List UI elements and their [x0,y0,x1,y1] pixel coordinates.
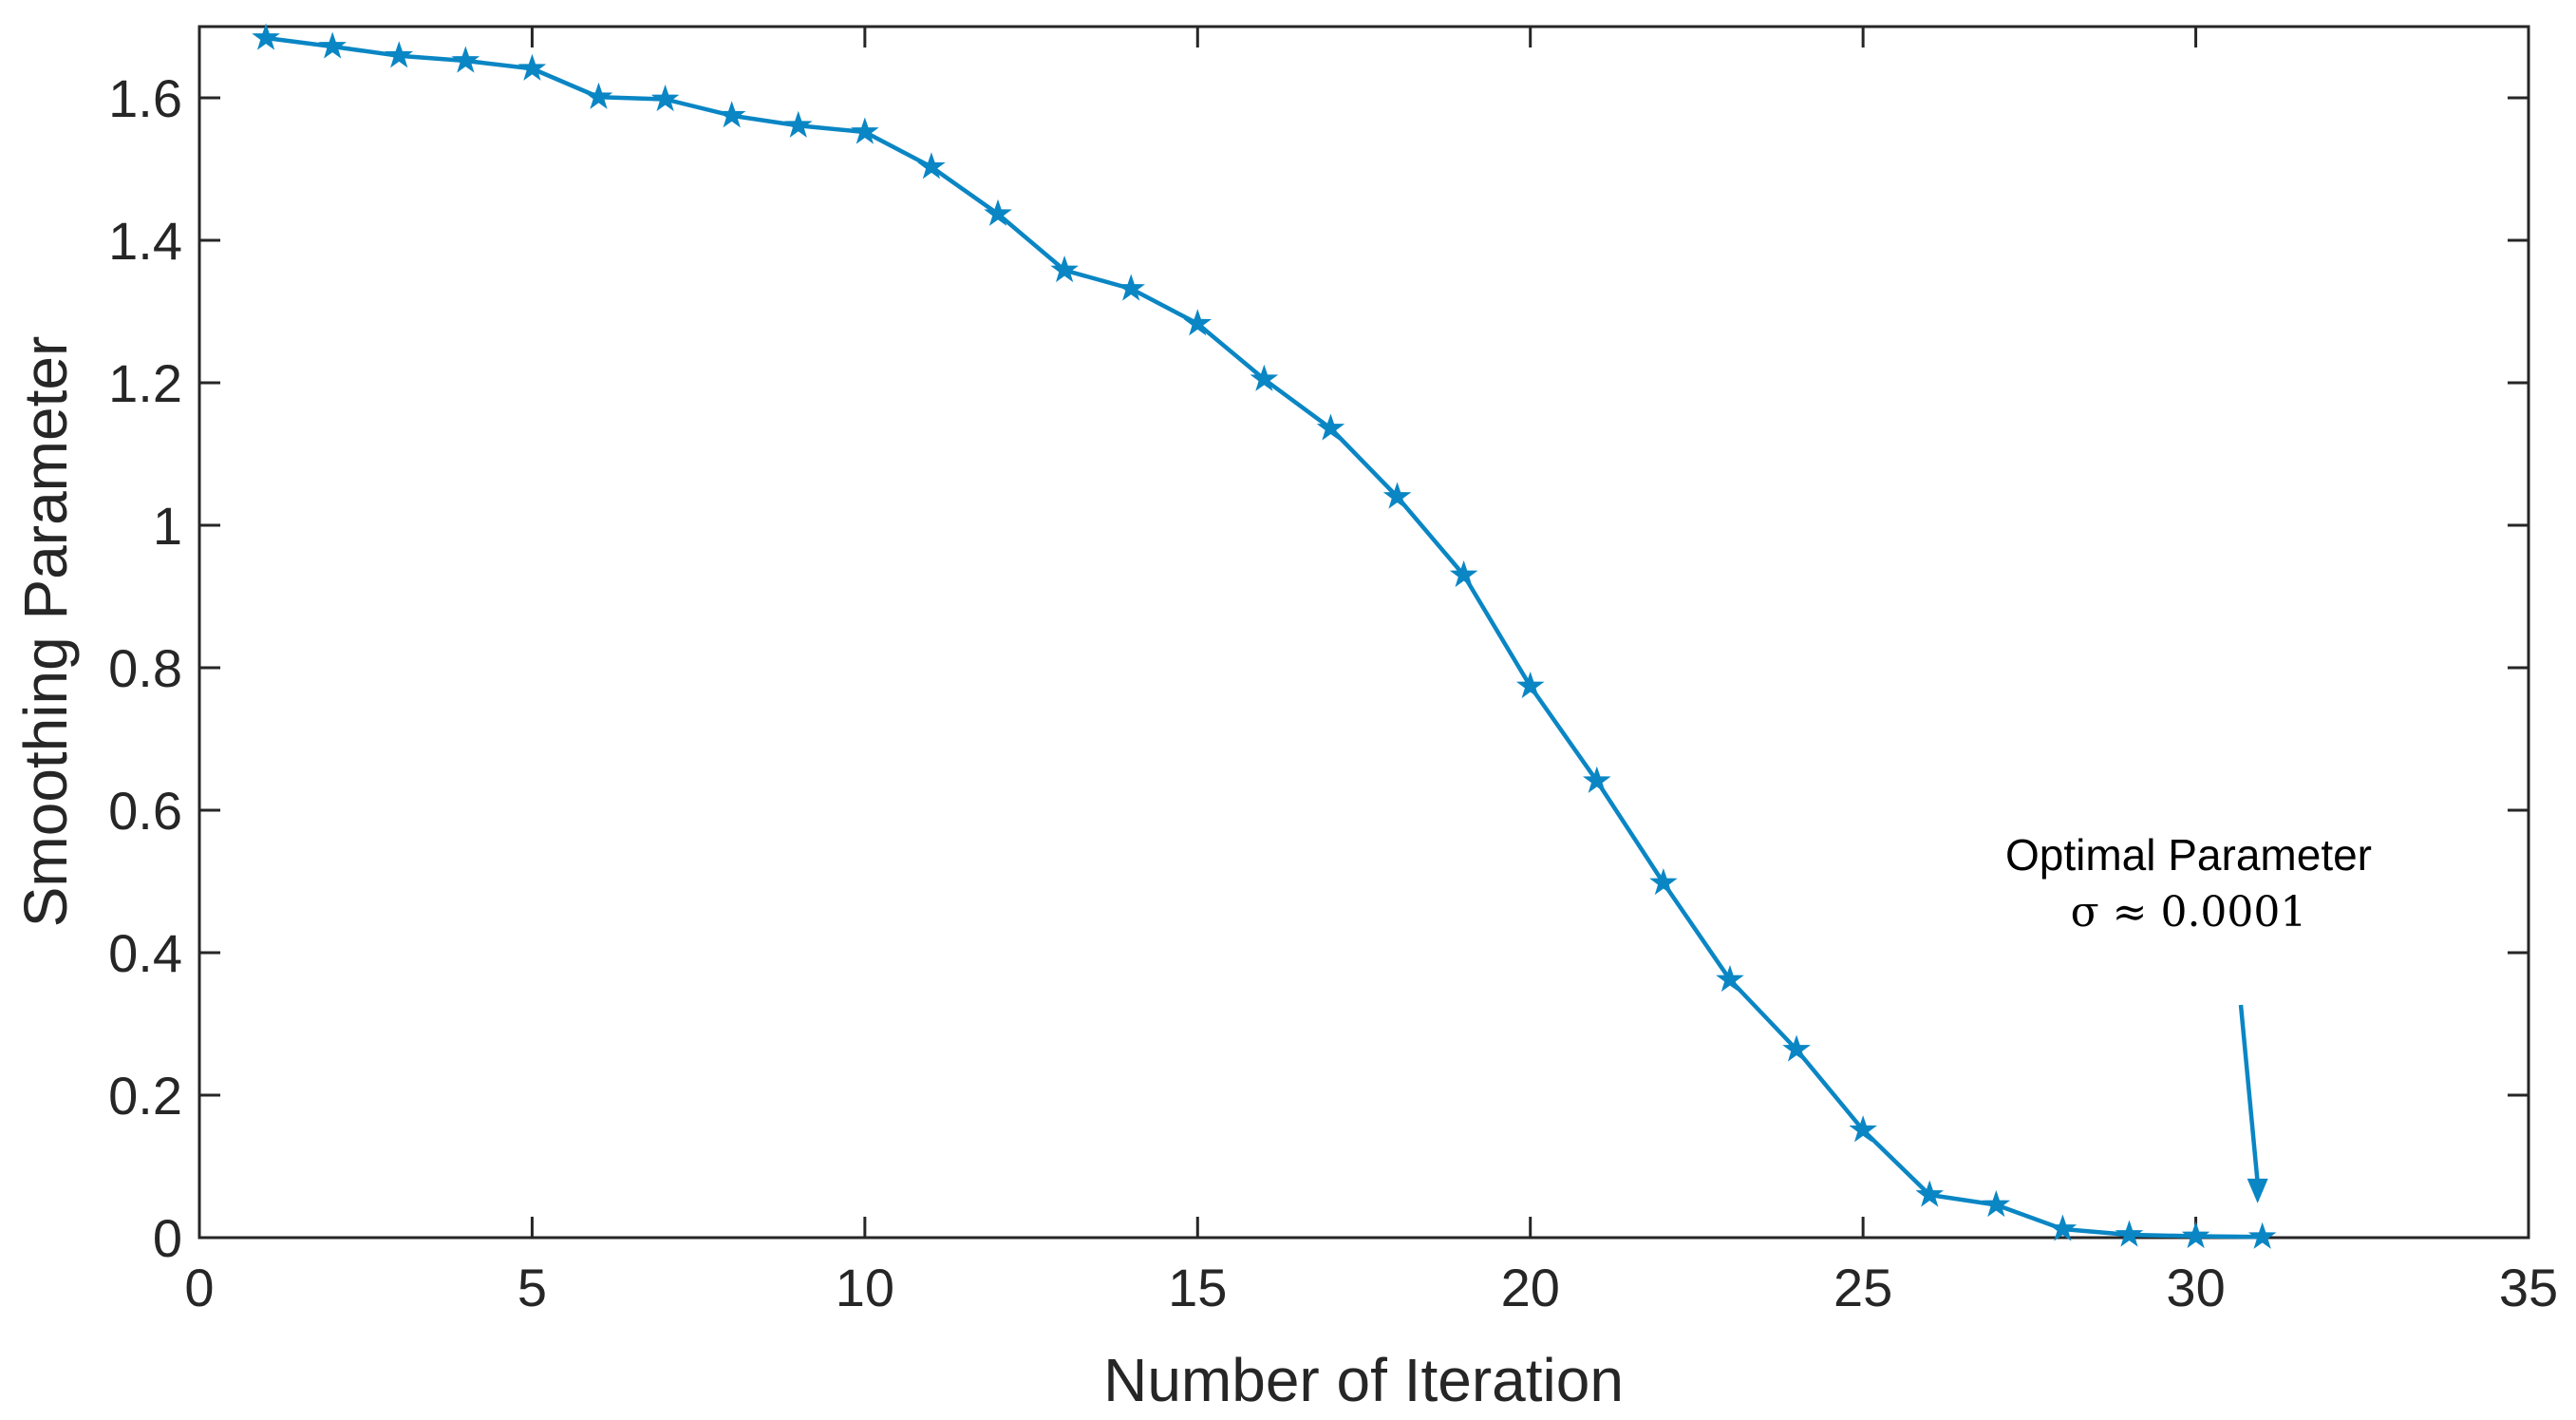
data-point-star [1849,1115,1877,1143]
x-tick-label: 0 [184,1258,214,1317]
data-point-star [783,110,813,138]
data-point-star [2181,1221,2210,1249]
data-point-star [1449,559,1478,588]
data-point-star [1183,309,1213,336]
annotation-formula: σ ≈ 0.0001 [2071,888,2307,937]
data-point-star [252,23,280,50]
x-tick-label: 10 [836,1258,894,1317]
y-tick-label: 1.4 [108,211,182,271]
data-point-star [851,117,879,144]
series-layer [252,23,2277,1249]
data-point-star [318,31,347,59]
y-tick-label: 1.2 [108,353,182,413]
y-axis-title: Smoothing Parameter [11,336,80,928]
x-axis-ticks: 0 5 10 15 20 25 30 35 [184,27,2558,1317]
data-point-star [1583,766,1611,793]
data-point-star [451,46,480,73]
data-point-star [1515,671,1545,699]
plot-area [197,25,2530,1240]
data-point-star [917,152,946,180]
data-point-star [517,53,547,81]
data-point-star [717,101,746,128]
x-tick-label: 5 [517,1258,547,1317]
data-point-star [1782,1034,1811,1062]
data-point-star [2247,1221,2277,1249]
x-tick-label: 20 [1501,1258,1560,1317]
data-point-star [385,41,414,68]
data-point-star [2115,1220,2144,1247]
y-tick-label: 0 [153,1208,182,1268]
data-point-star [1716,964,1744,993]
data-point-star [1982,1189,2011,1218]
x-axis-title: Number of Iteration [1103,1346,1624,1414]
data-point-star [1050,255,1079,283]
y-tick-label: 1.6 [108,68,182,128]
annotation-arrow [2238,1004,2268,1203]
x-tick-label: 15 [1168,1258,1227,1317]
data-point-star [584,82,613,109]
y-tick-label: 0.6 [108,781,182,841]
data-point-star [1117,274,1145,301]
y-tick-label: 0.2 [108,1066,182,1126]
data-point-star [984,199,1012,226]
annotation-title: Optimal Parameter [2005,830,2372,880]
data-point-star [2048,1214,2078,1241]
y-tick-label: 0.8 [108,638,182,698]
y-axis-ticks: 0 0.2 0.4 0.6 0.8 1 1.2 1.4 1.6 [108,68,2529,1268]
y-tick-label: 0.4 [108,923,182,983]
data-point-star [1915,1180,1945,1207]
data-point-star [1649,867,1678,896]
y-tick-label: 1 [153,496,182,556]
data-point-star [1382,482,1412,509]
data-point-star [1316,413,1345,441]
x-tick-label: 30 [2166,1258,2225,1317]
data-point-star [1250,364,1279,391]
annotation-arrow-head [2247,1178,2268,1203]
data-point-star [650,84,680,112]
x-tick-label: 25 [1833,1258,1892,1317]
x-tick-label: 35 [2499,1258,2558,1317]
annotation-arrow-shaft [2238,1004,2260,1183]
